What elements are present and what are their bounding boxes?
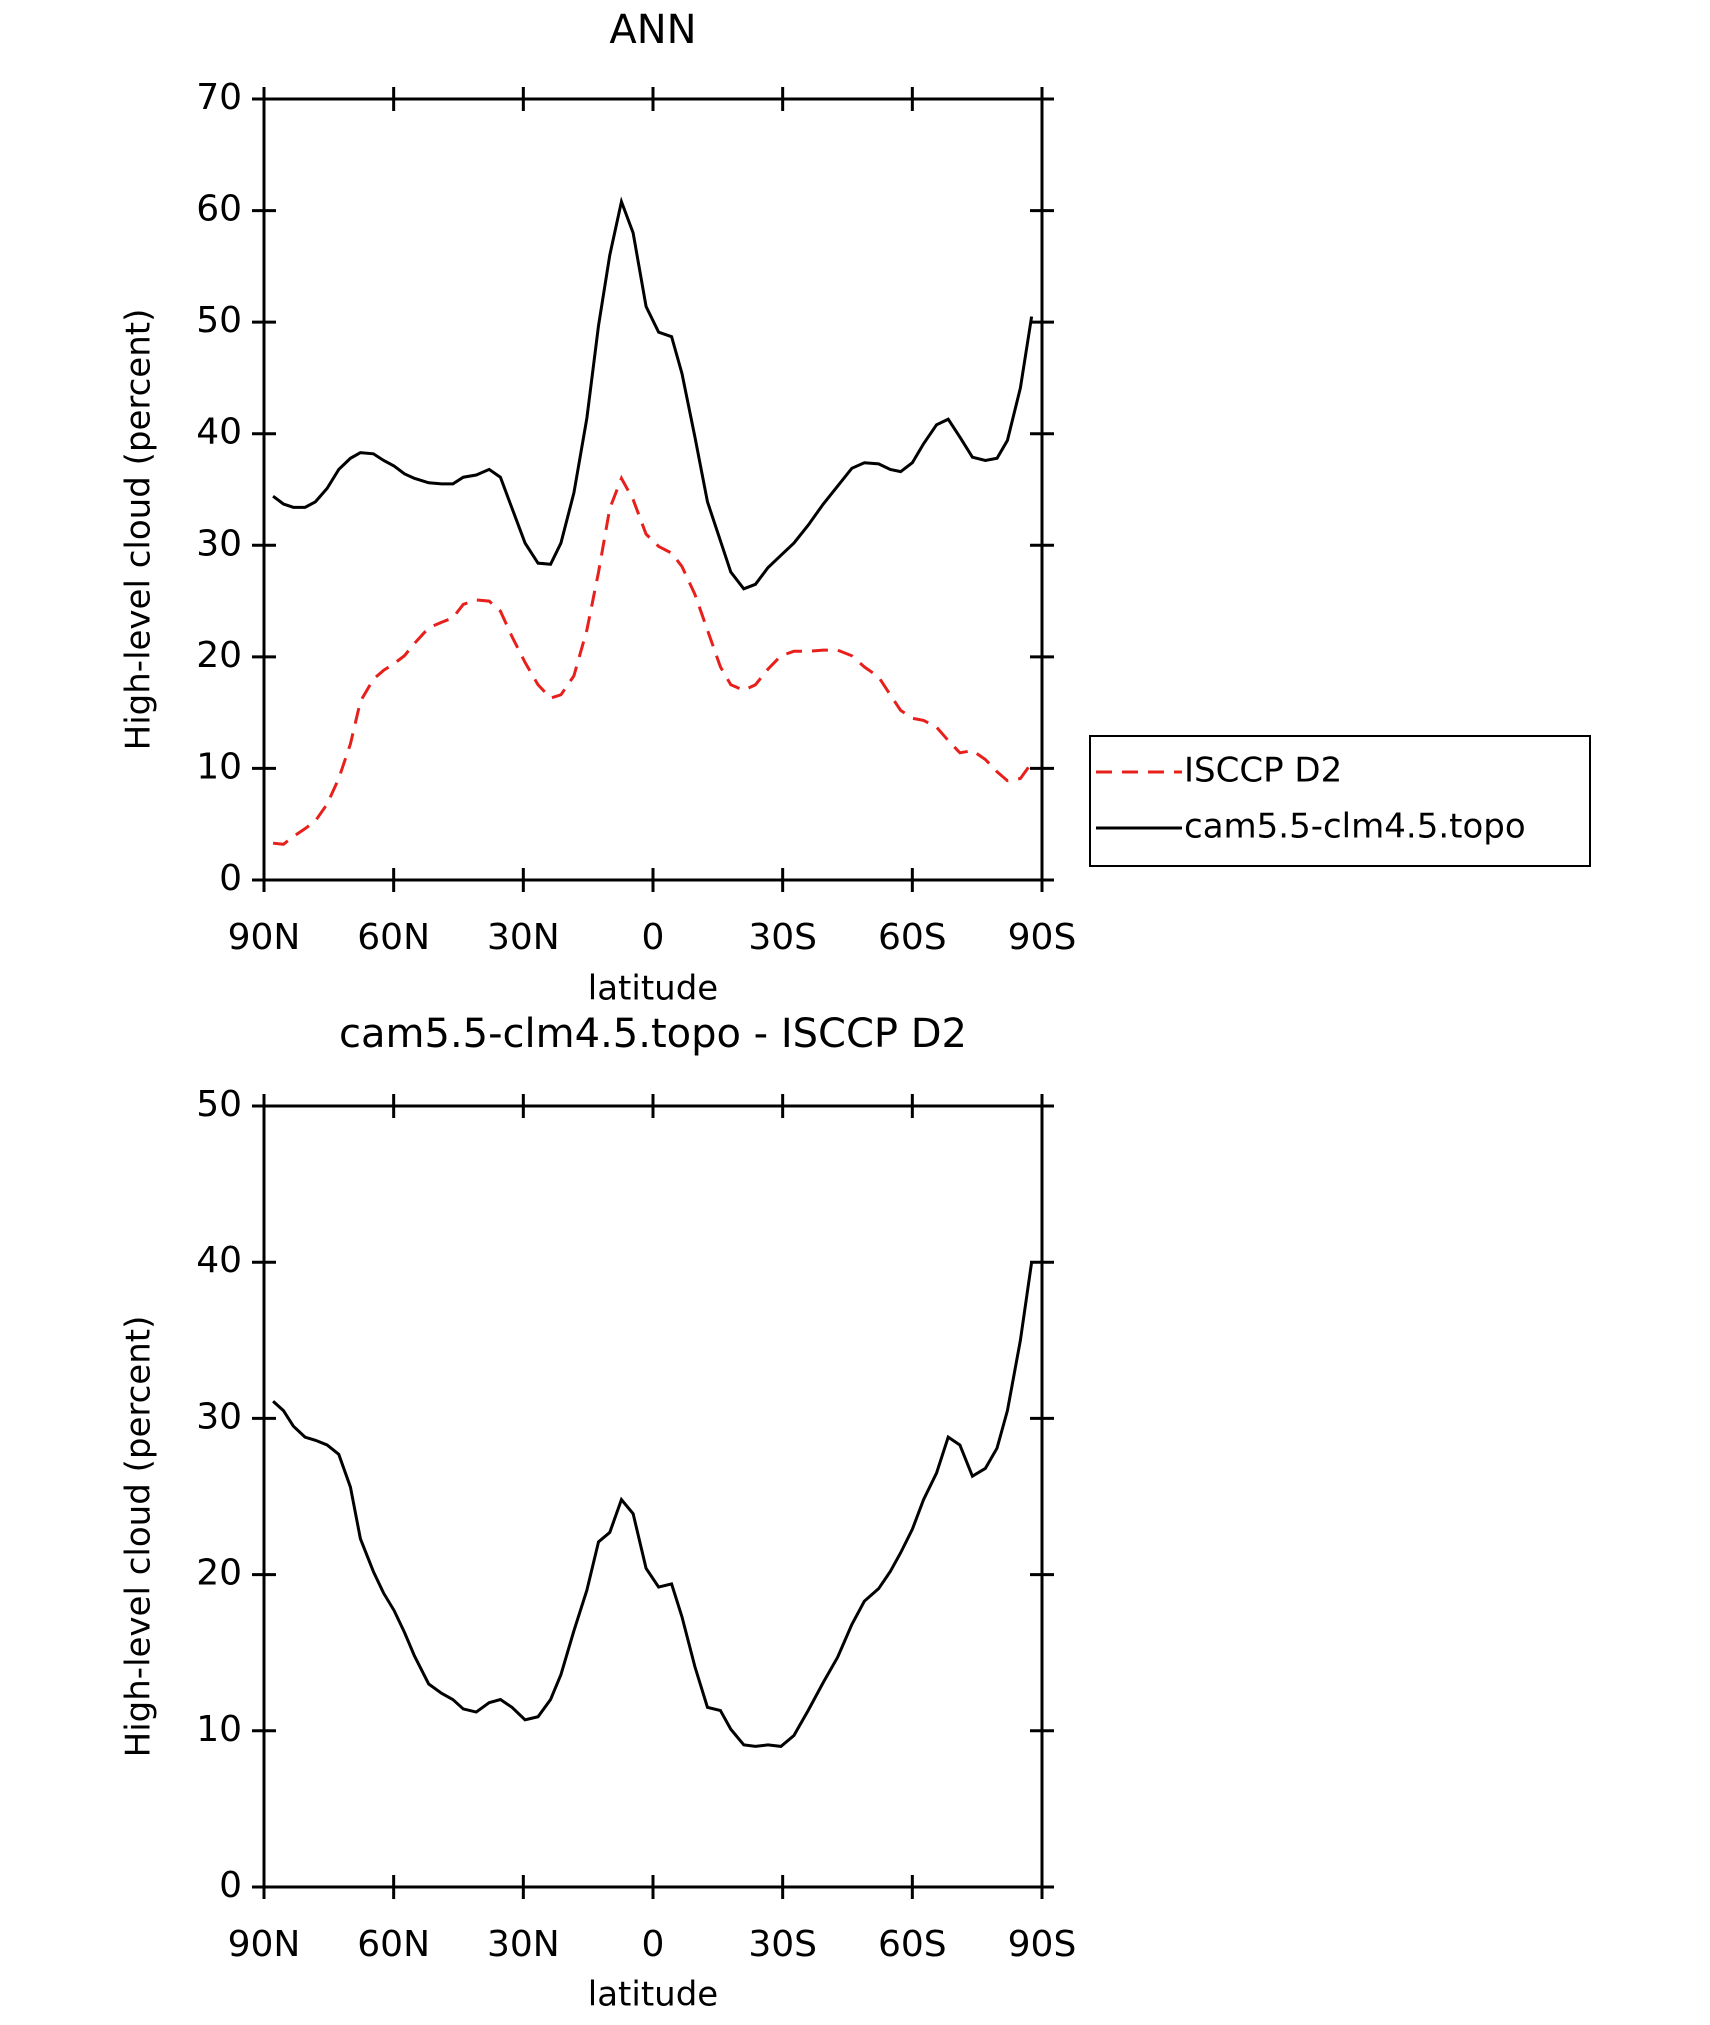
chart-title: ANN (609, 7, 696, 53)
y-tick-label: 20 (196, 1553, 242, 1594)
y-axis-label: High-level cloud (percent) (119, 1316, 159, 1758)
legend-label: ISCCP D2 (1184, 751, 1342, 791)
x-tick-label: 30S (748, 1924, 817, 1965)
y-tick-label: 10 (196, 1709, 242, 1750)
x-axis-label: latitude (588, 1975, 718, 2015)
y-tick-label: 60 (196, 189, 242, 230)
x-tick-label: 90N (228, 917, 301, 958)
y-tick-label: 40 (196, 1240, 242, 1281)
chart-title: cam5.5-clm4.5.topo - ISCCP D2 (339, 1011, 967, 1057)
legend-box (1089, 735, 1591, 867)
legend-label: cam5.5-clm4.5.topo (1184, 807, 1526, 847)
plot-frame (262, 97, 1044, 882)
y-tick-label: 50 (196, 300, 242, 341)
x-tick-label: 60S (878, 917, 947, 958)
x-axis-label: latitude (588, 969, 718, 1009)
y-tick-label: 20 (196, 635, 242, 676)
x-tick-label: 60S (878, 1924, 947, 1965)
y-tick-label: 0 (219, 858, 242, 899)
y-tick-label: 30 (196, 523, 242, 564)
data-line (272, 1261, 1034, 1748)
x-tick-label: 90S (1008, 917, 1077, 958)
x-tick-label: 30S (748, 917, 817, 958)
x-tick-label: 0 (642, 1924, 665, 1965)
x-tick-label: 30N (487, 917, 560, 958)
y-tick-label: 0 (219, 1865, 242, 1906)
data-line (272, 474, 1033, 846)
x-tick-label: 60N (357, 1924, 430, 1965)
x-tick-label: 90N (228, 1924, 301, 1965)
y-tick-label: 40 (196, 412, 242, 453)
x-tick-label: 90S (1008, 1924, 1077, 1965)
y-tick-label: 70 (196, 77, 242, 118)
y-tick-label: 10 (196, 746, 242, 787)
x-tick-label: 0 (642, 917, 665, 958)
y-axis-label: High-level cloud (percent) (119, 309, 159, 751)
data-line (272, 196, 1034, 591)
x-tick-label: 60N (357, 917, 430, 958)
y-tick-label: 30 (196, 1396, 242, 1437)
x-tick-label: 30N (487, 1924, 560, 1965)
y-tick-label: 50 (196, 1084, 242, 1125)
